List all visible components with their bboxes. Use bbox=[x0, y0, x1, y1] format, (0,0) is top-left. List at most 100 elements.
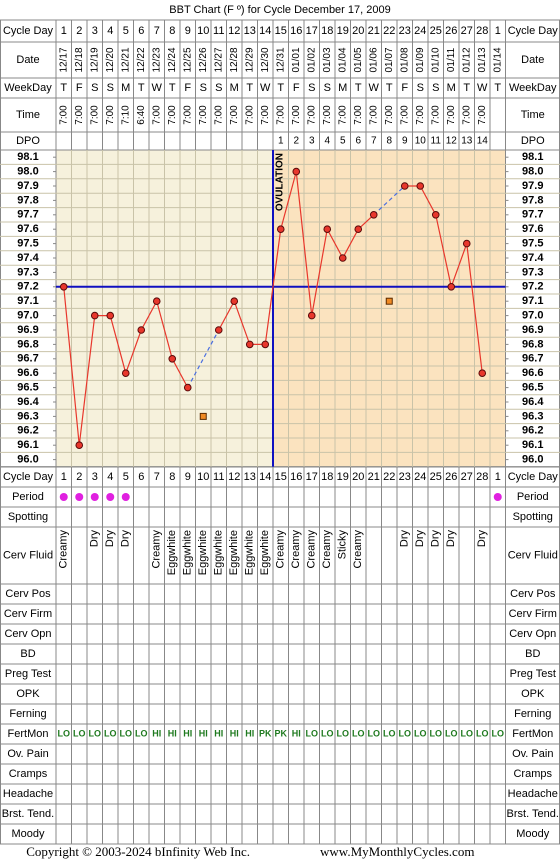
cycle-day: 10 bbox=[197, 25, 209, 37]
date: 12/26 bbox=[198, 47, 209, 72]
row-label: Ferning bbox=[514, 708, 551, 720]
date: 12/25 bbox=[182, 47, 193, 72]
cycle-day: 17 bbox=[306, 25, 318, 37]
dpo: 3 bbox=[309, 136, 315, 147]
cycle-day: 12 bbox=[228, 471, 240, 483]
y-tick-label: 97.7 bbox=[17, 209, 38, 221]
fertmon: LO bbox=[89, 728, 102, 738]
dpo: 10 bbox=[415, 136, 427, 147]
date: 12/29 bbox=[244, 47, 255, 72]
cycle-day: 7 bbox=[154, 25, 160, 37]
y-tick-label: 96.0 bbox=[522, 454, 543, 466]
cycle-day: 7 bbox=[154, 471, 160, 483]
row-cell bbox=[0, 803, 560, 825]
row-label: Period bbox=[517, 491, 549, 503]
row-label: OPK bbox=[16, 688, 40, 700]
period-dot bbox=[121, 493, 130, 501]
y-tick-label: 97.7 bbox=[522, 209, 543, 221]
time: 7:00 bbox=[89, 105, 100, 125]
cycle-day: 18 bbox=[321, 25, 333, 37]
period-dot bbox=[493, 493, 502, 501]
weekday: T bbox=[463, 82, 470, 94]
row-label: Moody bbox=[516, 828, 550, 840]
website: www.MyMonthlyCycles.com bbox=[320, 844, 474, 859]
y-tick-label: 97.5 bbox=[17, 238, 38, 250]
cerv-fluid: Creamy bbox=[352, 530, 364, 569]
cerv-fluid: Creamy bbox=[290, 530, 302, 569]
fertmon: HI bbox=[214, 728, 223, 738]
date: 12/31 bbox=[275, 47, 286, 72]
date: 01/11 bbox=[446, 47, 457, 72]
y-tick-label: 96.4 bbox=[17, 396, 39, 408]
time: 7:00 bbox=[384, 105, 395, 125]
gap-bridge bbox=[187, 329, 220, 388]
cycle-day: 1 bbox=[61, 25, 67, 37]
y-tick-label: 98.1 bbox=[17, 151, 38, 163]
row-label: Cerv Pos bbox=[5, 588, 51, 600]
cycle-day: 25 bbox=[430, 25, 442, 37]
cerv-fluid: Sticky bbox=[337, 530, 349, 560]
date: 01/06 bbox=[368, 47, 379, 72]
discarded-point bbox=[199, 412, 207, 420]
row-label: Cerv Opn bbox=[509, 628, 556, 640]
cycle-day: 17 bbox=[306, 471, 318, 483]
time: 7:00 bbox=[430, 105, 441, 125]
cycle-day: 28 bbox=[476, 471, 488, 483]
cerv-fluid: Eggwhite bbox=[228, 530, 240, 575]
y-tick-label: 96.6 bbox=[17, 367, 38, 379]
time: 7:00 bbox=[260, 105, 271, 125]
gap-bridge bbox=[373, 185, 406, 216]
row-label: OPK bbox=[521, 688, 545, 700]
temp-point bbox=[307, 311, 316, 320]
cerv-fluid: Dry bbox=[120, 530, 132, 548]
time: 7:00 bbox=[461, 105, 472, 125]
copyright: Copyright © 2003-2024 bInfinity Web Inc. bbox=[26, 844, 250, 859]
temp-point bbox=[137, 326, 146, 334]
row-cell bbox=[0, 643, 560, 665]
date: 12/28 bbox=[229, 47, 240, 72]
cycle-day: 16 bbox=[290, 471, 302, 483]
y-tick-label: 96.2 bbox=[522, 425, 543, 437]
row-label: Cramps bbox=[9, 768, 48, 780]
time: 7:00 bbox=[229, 105, 240, 125]
row-label: FertMon bbox=[512, 728, 553, 740]
date: 12/20 bbox=[105, 47, 116, 72]
fertmon: HI bbox=[199, 728, 208, 738]
weekday: F bbox=[76, 82, 83, 94]
cycle-day: 20 bbox=[352, 25, 364, 37]
discarded-point bbox=[385, 297, 393, 305]
cycle-day: 22 bbox=[383, 25, 395, 37]
date: 01/01 bbox=[291, 47, 302, 72]
date: 01/12 bbox=[461, 47, 472, 72]
cerv-fluid: Creamy bbox=[306, 530, 318, 569]
fertmon: LO bbox=[383, 728, 396, 738]
row-cell bbox=[0, 583, 560, 605]
cycle-day: 2 bbox=[76, 471, 82, 483]
time: 7:00 bbox=[306, 105, 317, 125]
y-tick-label: 97.2 bbox=[522, 281, 543, 293]
cycle-day: 8 bbox=[169, 471, 175, 483]
row-label: Headache bbox=[3, 788, 53, 800]
weekday: M bbox=[230, 82, 239, 94]
dpo: 8 bbox=[386, 136, 392, 147]
time: 7:00 bbox=[368, 105, 379, 125]
y-tick-label: 97.2 bbox=[17, 281, 38, 293]
fertmon: HI bbox=[183, 728, 192, 738]
fertmon: PK bbox=[274, 728, 287, 738]
fertmon: LO bbox=[135, 728, 148, 738]
date: 01/10 bbox=[430, 47, 441, 72]
weekday: T bbox=[277, 82, 284, 94]
cycle-day: 13 bbox=[244, 25, 256, 37]
weekday: M bbox=[121, 82, 130, 94]
y-tick-label: 98.0 bbox=[522, 166, 543, 178]
weekday: T bbox=[246, 82, 253, 94]
weekday: S bbox=[417, 82, 424, 94]
cycle-day: 10 bbox=[197, 471, 209, 483]
fertmon: HI bbox=[292, 728, 301, 738]
cycle-day: 20 bbox=[352, 471, 364, 483]
row-label: Cerv Pos bbox=[510, 588, 556, 600]
row-label: WeekDay bbox=[509, 82, 557, 94]
y-tick-label: 96.9 bbox=[17, 324, 38, 336]
